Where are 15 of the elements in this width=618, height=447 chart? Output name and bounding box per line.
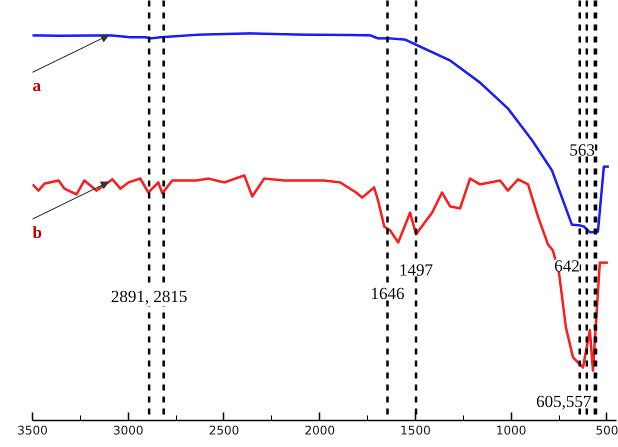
x-tick-label: 500 [595,424,618,438]
x-tick-label: 1000 [496,424,526,438]
annotation: 1646 [370,284,404,303]
text: a [32,76,42,96]
annotation: 1497 [399,260,434,280]
annotation: 605,557 [536,392,592,412]
x-tick-label: 3500 [17,424,48,438]
x-tick-label: 3000 [112,424,144,438]
series-label: b [32,222,42,242]
x-tick-label: 1500 [400,424,431,438]
x-tick-label: 2500 [208,424,240,438]
annotation: 563 [569,140,595,160]
annotation: 642 [554,256,580,276]
x-tick-label: 2000 [304,424,335,438]
annotation: 2891, 2815 [110,287,188,306]
